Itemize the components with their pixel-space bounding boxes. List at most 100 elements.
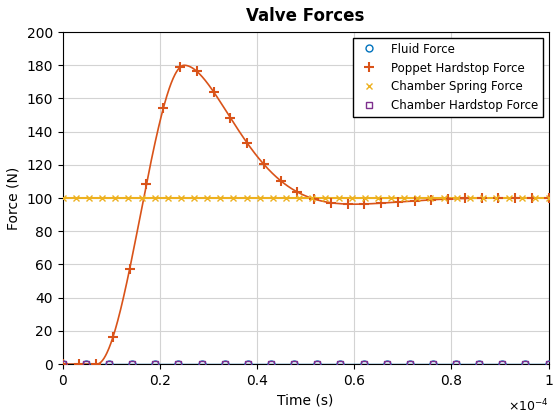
- Chamber Spring Force: [243, 196, 250, 201]
- Text: $\times10^{-4}$: $\times10^{-4}$: [508, 397, 549, 414]
- Chamber Spring Force: [191, 196, 198, 201]
- Fluid Force: [476, 362, 483, 367]
- Chamber Hardstop Force: [499, 362, 506, 367]
- Fluid Force: [221, 362, 228, 367]
- Poppet Hardstop Force: [361, 202, 368, 207]
- Fluid Force: [337, 362, 344, 367]
- Poppet Hardstop Force: [294, 189, 301, 194]
- Chamber Spring Force: [322, 196, 329, 201]
- Poppet Hardstop Force: [227, 115, 234, 120]
- Chamber Spring Force: [388, 196, 394, 201]
- Fluid Force: [198, 362, 205, 367]
- Chamber Spring Force: [230, 196, 237, 201]
- Chamber Spring Force: [283, 196, 290, 201]
- Fluid Force: [522, 362, 529, 367]
- Fluid Force: [499, 362, 506, 367]
- Chamber Spring Force: [401, 196, 408, 201]
- Chamber Hardstop Force: [82, 362, 89, 367]
- Fluid Force: [152, 362, 158, 367]
- Chamber Spring Force: [427, 196, 434, 201]
- Chamber Spring Force: [479, 196, 486, 201]
- Chamber Hardstop Force: [59, 362, 66, 367]
- Poppet Hardstop Force: [377, 201, 384, 206]
- Chamber Spring Force: [296, 196, 302, 201]
- Fluid Force: [59, 362, 66, 367]
- Chamber Spring Force: [414, 196, 421, 201]
- Poppet Hardstop Force: [143, 181, 150, 186]
- Chamber Spring Force: [309, 196, 316, 201]
- Chamber Hardstop Force: [291, 362, 297, 367]
- Chamber Spring Force: [125, 196, 132, 201]
- Fluid Force: [545, 362, 552, 367]
- Chamber Hardstop Force: [452, 362, 459, 367]
- Chamber Spring Force: [361, 196, 368, 201]
- Chamber Spring Force: [256, 196, 263, 201]
- Poppet Hardstop Force: [127, 266, 133, 271]
- Fluid Force: [430, 362, 436, 367]
- Title: Valve Forces: Valve Forces: [246, 7, 365, 25]
- Chamber Hardstop Force: [407, 362, 413, 367]
- Poppet Hardstop Force: [76, 362, 83, 367]
- Chamber Spring Force: [204, 196, 211, 201]
- Poppet Hardstop Force: [428, 197, 435, 202]
- Line: Fluid Force: Fluid Force: [59, 361, 552, 368]
- Fluid Force: [452, 362, 459, 367]
- Chamber Hardstop Force: [360, 362, 367, 367]
- Fluid Force: [106, 362, 113, 367]
- Poppet Hardstop Force: [394, 200, 401, 205]
- Line: Chamber Hardstop Force: Chamber Hardstop Force: [59, 361, 552, 368]
- Fluid Force: [175, 362, 182, 367]
- Chamber Hardstop Force: [430, 362, 436, 367]
- Chamber Spring Force: [335, 196, 342, 201]
- Poppet Hardstop Force: [193, 69, 200, 74]
- Fluid Force: [314, 362, 320, 367]
- Fluid Force: [129, 362, 136, 367]
- Chamber Hardstop Force: [522, 362, 529, 367]
- Chamber Hardstop Force: [268, 362, 274, 367]
- Poppet Hardstop Force: [411, 198, 418, 203]
- Chamber Spring Force: [112, 196, 119, 201]
- Chamber Spring Force: [545, 196, 552, 201]
- Chamber Hardstop Force: [198, 362, 205, 367]
- Chamber Spring Force: [59, 196, 66, 201]
- Poppet Hardstop Force: [59, 362, 66, 367]
- Fluid Force: [407, 362, 413, 367]
- Chamber Hardstop Force: [337, 362, 344, 367]
- Chamber Spring Force: [217, 196, 223, 201]
- Chamber Hardstop Force: [221, 362, 228, 367]
- Chamber Spring Force: [99, 196, 105, 201]
- Poppet Hardstop Force: [260, 162, 267, 167]
- Legend: Fluid Force, Poppet Hardstop Force, Chamber Spring Force, Chamber Hardstop Force: Fluid Force, Poppet Hardstop Force, Cham…: [353, 38, 543, 117]
- Poppet Hardstop Force: [176, 65, 183, 70]
- Poppet Hardstop Force: [344, 202, 351, 207]
- Poppet Hardstop Force: [461, 196, 468, 201]
- Chamber Spring Force: [493, 196, 500, 201]
- Chamber Spring Force: [440, 196, 447, 201]
- Chamber Hardstop Force: [545, 362, 552, 367]
- Chamber Hardstop Force: [129, 362, 136, 367]
- Poppet Hardstop Force: [478, 196, 485, 201]
- Poppet Hardstop Force: [93, 362, 100, 367]
- Fluid Force: [268, 362, 274, 367]
- Poppet Hardstop Force: [210, 89, 217, 94]
- Poppet Hardstop Force: [311, 197, 318, 202]
- Poppet Hardstop Force: [160, 106, 167, 111]
- Chamber Spring Force: [454, 196, 460, 201]
- Chamber Hardstop Force: [476, 362, 483, 367]
- Poppet Hardstop Force: [277, 178, 284, 183]
- Chamber Hardstop Force: [175, 362, 182, 367]
- Chamber Spring Force: [165, 196, 171, 201]
- Chamber Spring Force: [532, 196, 539, 201]
- Y-axis label: Force (N): Force (N): [7, 166, 21, 230]
- Fluid Force: [82, 362, 89, 367]
- Poppet Hardstop Force: [110, 334, 116, 339]
- Poppet Hardstop Force: [445, 197, 451, 202]
- Chamber Spring Force: [348, 196, 355, 201]
- Chamber Hardstop Force: [152, 362, 158, 367]
- Chamber Spring Force: [519, 196, 526, 201]
- Chamber Spring Force: [375, 196, 381, 201]
- Poppet Hardstop Force: [512, 195, 519, 200]
- X-axis label: Time (s): Time (s): [278, 394, 334, 407]
- Fluid Force: [291, 362, 297, 367]
- Fluid Force: [245, 362, 251, 367]
